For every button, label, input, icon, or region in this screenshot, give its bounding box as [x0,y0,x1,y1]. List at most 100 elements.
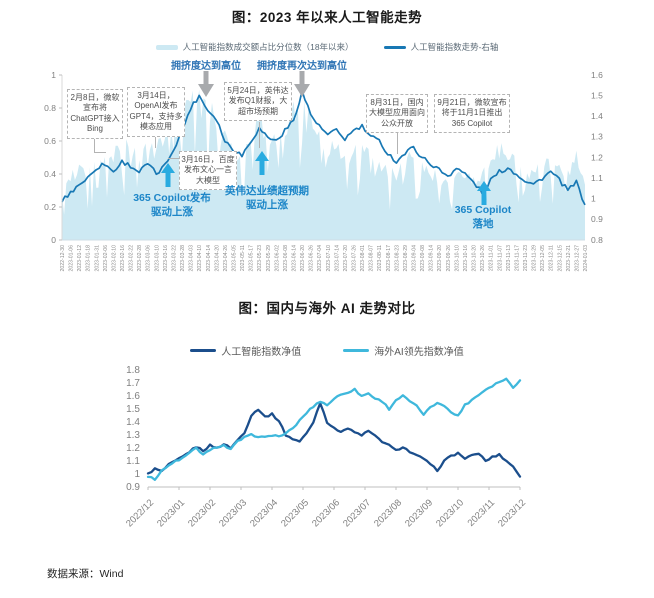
index-line-series [61,89,586,206]
top-chart-title: 图：2023 年以来人工智能走势 [231,10,423,25]
right-axis-tick-label: 1 [591,194,596,204]
right-axis-tick-label: 1.2 [591,152,603,162]
x-tick-label: 2023-04-26 [223,245,229,272]
x-tick-label: 2023-12-27 [574,245,580,272]
top-chart-plot: 10.80.60.40.201.61.51.41.31.21.110.90.82… [44,70,603,272]
x-tick-label: 2023-07-26 [352,245,358,272]
x-tick-label: 2023/09 [403,497,435,529]
event-box-wenxin: 3月16日，百度发布文心一言大模型 [179,151,237,191]
down-arrow-icon [198,71,214,97]
x-tick-label: 2023-12-15 [557,245,563,272]
domestic-ai-line-series [146,402,522,478]
right-axis-tick-label: 0.8 [591,235,603,245]
callout-line: 驱动上涨 [246,199,288,212]
x-tick-label: 2023-01-12 [77,245,83,272]
connector-line [94,139,95,153]
connector-line [94,152,106,153]
event-box-chatgpt-bing: 2月8日，微软宣布将ChatGPT接入Bing [67,89,123,139]
x-tick-label: 2023-01-06 [69,245,75,272]
up-arrow-icon [477,181,491,205]
right-axis-tick-label: 0.9 [591,214,603,224]
bottom-chart-legend: 人工智能指数净值 海外AI领先指数净值 [0,343,654,358]
right-axis-tick-label: 1.1 [591,173,603,183]
x-tick-label: 2023-10-16 [463,245,469,272]
x-tick-label: 2023-05-11 [240,245,246,271]
x-tick-label: 2023/06 [310,497,342,529]
legend-item-area: 人工智能指数成交额占比分位数（18年以来） [155,41,354,53]
left-axis-tick-label: 0.4 [44,169,56,179]
left-axis-tick-label: 0.8 [44,103,56,113]
index-line-legend-label: 人工智能指数走势-右轴 [410,42,499,52]
x-tick-label: 2023-09-26 [446,245,452,272]
y-axis-tick-label: 1.7 [126,378,140,389]
legend-item-index-line: 人工智能指数走势-右轴 [383,41,499,53]
connector-line [155,136,156,148]
event-box-domestic-llm: 8月31日，国内大模型应用面向公众开放 [366,94,428,134]
x-tick-label: 2023-03-22 [171,245,177,272]
x-tick-label: 2023/08 [372,497,404,529]
y-axis-tick-label: 0.9 [126,482,140,493]
x-tick-label: 2023-03-06 [146,245,152,272]
area-legend-swatch [155,44,178,50]
up-arrow-icon [255,151,269,175]
x-tick-label: 2023-06-26 [309,245,315,272]
x-tick-label: 2023-04-20 [214,245,220,272]
y-axis-tick-label: 1.3 [126,430,140,441]
x-tick-label: 2023-05-17 [249,245,255,272]
x-tick-label: 2023-02-16 [120,245,126,272]
callout-line: 365 Copilot发布 [133,192,211,204]
left-axis-tick-label: 0 [51,235,56,245]
legend-item-overseas: 海外AI领先指数净值 [343,343,464,358]
x-tick-label: 2023-06-08 [283,245,289,272]
callout-line: 驱动上涨 [151,206,193,219]
x-tick-label: 2023-01-18 [86,245,92,272]
y-axis-tick-label: 1.1 [126,456,140,467]
down-arrow-icon [294,71,310,97]
x-tick-label: 2023/07 [341,497,373,529]
data-source-note: 数据来源：Wind [47,568,124,580]
x-tick-label: 2023-03-28 [180,245,186,272]
x-tick-label: 2023-07-10 [326,245,332,272]
x-tick-label: 2023-10-26 [480,245,486,272]
peak-label-2: 拥挤度再次达到高位 [257,61,347,72]
connector-line [397,132,398,154]
x-tick-label: 2023-08-01 [360,245,366,272]
x-tick-label: 2023-05-05 [231,245,237,272]
bottom-chart-title: 图：国内与海外 AI 走势对比 [238,301,416,316]
y-axis-tick-label: 1.5 [126,404,140,415]
x-tick-label: 2023-11-13 [506,245,512,271]
x-tick-label: 2023-06-20 [300,245,306,272]
bottom-chart-plot: 1.81.71.61.51.41.31.21.110.92022/122023/… [124,365,528,529]
x-tick-label: 2023-11-01 [489,245,495,271]
y-axis-tick-label: 1 [134,469,140,480]
x-tick-label: 2023-07-20 [343,245,349,272]
x-tick-label: 2023-01-31 [94,245,100,272]
right-axis-tick-label: 1.5 [591,90,603,100]
x-tick-label: 2023-07-04 [317,245,323,272]
connector-line [259,122,260,148]
x-tick-label: 2023/01 [155,497,187,529]
legend-item-domestic: 人工智能指数净值 [190,343,301,358]
x-tick-label: 2023/11 [466,497,498,529]
top-chart-legend: 人工智能指数成交额占比分位数（18年以来） 人工智能指数走势-右轴 [0,41,654,53]
domestic-legend-label: 人工智能指数净值 [221,347,302,358]
x-tick-label: 2023-08-23 [394,245,400,272]
x-tick-label: 2023-07-14 [334,245,340,272]
x-tick-label: 2023-11-29 [532,245,538,271]
y-axis-tick-label: 1.8 [126,365,140,376]
domestic-legend-swatch [190,348,217,353]
right-axis-tick-label: 1.4 [591,111,603,121]
event-box-copilot-launch: 9月21日，微软宣布将于11月1日推出365 Copilot [434,94,510,134]
index-line-legend-swatch [383,45,406,49]
x-tick-label: 2023-03-16 [163,245,169,272]
x-tick-label: 2023-08-17 [386,245,392,272]
x-tick-label: 2023-08-11 [377,245,383,271]
x-tick-label: 2023-02-06 [103,245,109,272]
x-tick-label: 2023-02-22 [129,245,135,272]
overseas-ai-line-series [146,377,522,481]
up-arrow-icon [161,163,175,187]
overseas-legend-label: 海外AI领先指数净值 [374,347,464,358]
x-tick-label: 2023-05-29 [266,245,272,272]
x-tick-label: 2023/02 [186,497,218,529]
